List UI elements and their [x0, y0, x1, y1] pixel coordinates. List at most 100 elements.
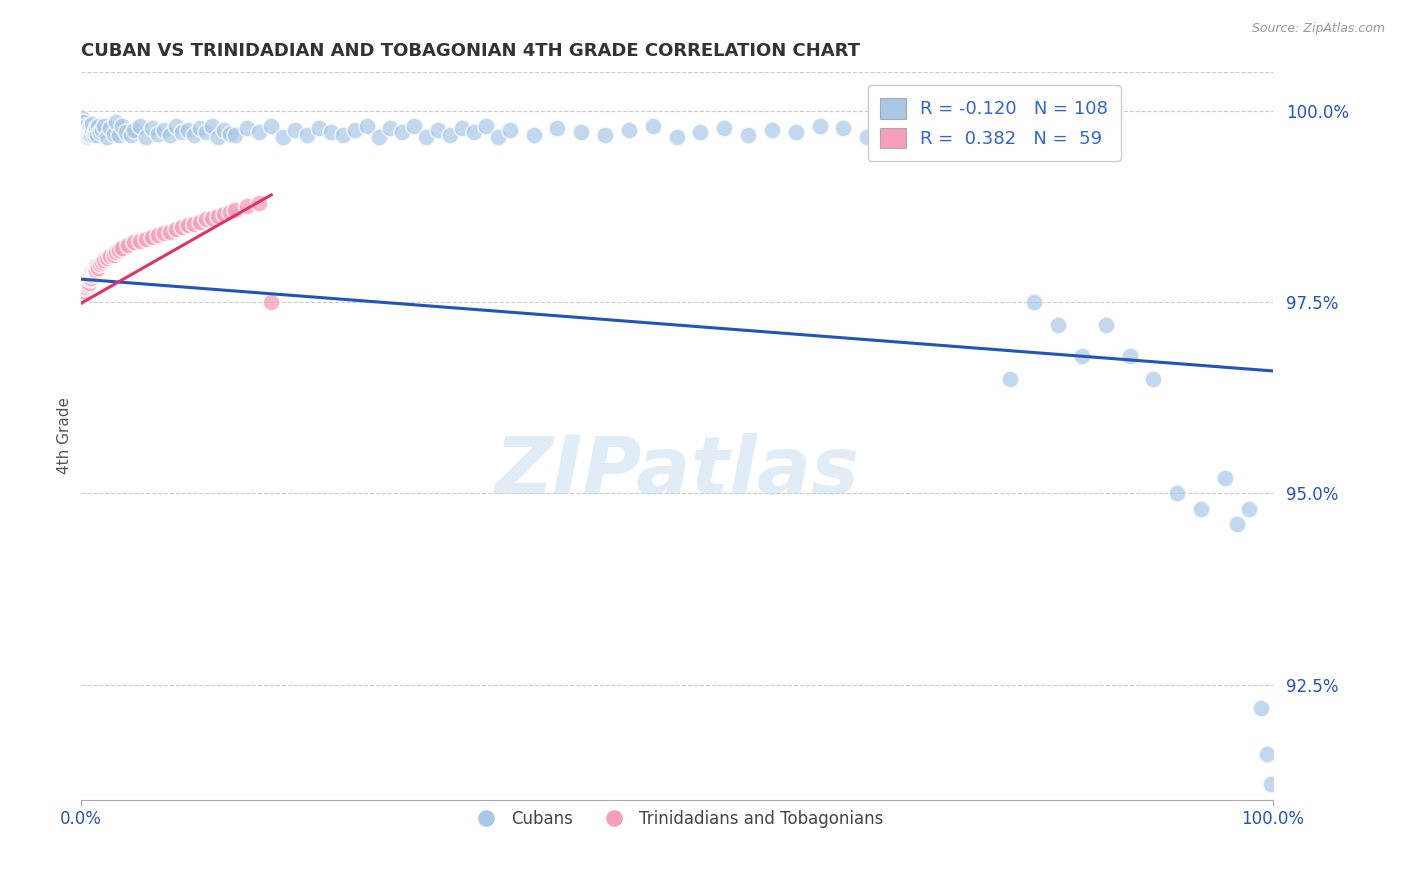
Point — [87, 260, 110, 275]
Point — [93, 252, 115, 267]
Point — [224, 203, 246, 218]
Point — [73, 123, 96, 137]
Point — [475, 119, 498, 133]
Point — [141, 230, 163, 244]
Point — [76, 127, 98, 141]
Point — [105, 115, 128, 129]
Point — [689, 125, 711, 139]
Point — [404, 119, 426, 133]
Point — [522, 128, 544, 143]
Point — [159, 128, 181, 143]
Point — [713, 120, 735, 135]
Point — [1000, 371, 1022, 385]
Point — [82, 123, 104, 137]
Point — [201, 119, 224, 133]
Point — [98, 249, 121, 263]
Point — [135, 232, 157, 246]
Point — [93, 119, 115, 133]
Point — [236, 120, 259, 135]
Point — [70, 285, 93, 300]
Point — [295, 128, 318, 143]
Point — [91, 123, 114, 137]
Point — [1118, 349, 1140, 363]
Point — [201, 211, 224, 225]
Point — [86, 258, 108, 272]
Point — [207, 130, 229, 145]
Point — [1047, 318, 1070, 332]
Point — [391, 125, 413, 139]
Point — [1142, 371, 1164, 385]
Point — [260, 295, 283, 310]
Point — [343, 123, 366, 137]
Point — [79, 125, 101, 139]
Point — [84, 120, 107, 135]
Point — [76, 274, 98, 288]
Point — [91, 255, 114, 269]
Point — [105, 245, 128, 260]
Point — [76, 119, 98, 133]
Point — [665, 130, 688, 145]
Point — [593, 128, 616, 143]
Point — [271, 130, 294, 145]
Point — [129, 234, 152, 248]
Point — [129, 119, 152, 133]
Point — [77, 276, 100, 290]
Point — [165, 222, 187, 236]
Point — [183, 128, 205, 143]
Point — [641, 119, 664, 133]
Point — [761, 123, 783, 137]
Point — [84, 263, 107, 277]
Point — [89, 125, 111, 139]
Point — [569, 125, 592, 139]
Y-axis label: 4th Grade: 4th Grade — [58, 398, 72, 475]
Point — [212, 207, 235, 221]
Point — [82, 118, 104, 132]
Point — [111, 242, 134, 256]
Point — [146, 227, 169, 242]
Point — [170, 125, 193, 139]
Point — [165, 119, 187, 133]
Point — [308, 120, 330, 135]
Point — [83, 128, 105, 143]
Point — [207, 210, 229, 224]
Point — [79, 268, 101, 283]
Point — [904, 128, 927, 143]
Point — [856, 130, 879, 145]
Point — [82, 264, 104, 278]
Point — [70, 289, 93, 303]
Point — [1260, 777, 1282, 791]
Point — [122, 235, 145, 250]
Point — [928, 123, 950, 137]
Text: ZIPatlas: ZIPatlas — [494, 434, 859, 511]
Point — [486, 130, 509, 145]
Point — [135, 130, 157, 145]
Point — [70, 112, 93, 126]
Point — [83, 264, 105, 278]
Point — [103, 247, 125, 261]
Point — [183, 217, 205, 231]
Point — [247, 195, 270, 210]
Point — [75, 278, 97, 293]
Point — [356, 119, 378, 133]
Point — [103, 127, 125, 141]
Point — [153, 226, 176, 240]
Point — [73, 279, 96, 293]
Point — [415, 130, 437, 145]
Point — [111, 119, 134, 133]
Point — [141, 120, 163, 135]
Point — [114, 125, 136, 139]
Point — [79, 119, 101, 133]
Point — [463, 125, 485, 139]
Point — [159, 225, 181, 239]
Point — [367, 130, 389, 145]
Point — [122, 123, 145, 137]
Point — [80, 270, 103, 285]
Point — [75, 281, 97, 295]
Point — [76, 279, 98, 293]
Point — [1024, 295, 1046, 310]
Point — [76, 278, 98, 293]
Point — [1237, 501, 1260, 516]
Point — [120, 128, 142, 143]
Point — [247, 125, 270, 139]
Point — [1189, 501, 1212, 516]
